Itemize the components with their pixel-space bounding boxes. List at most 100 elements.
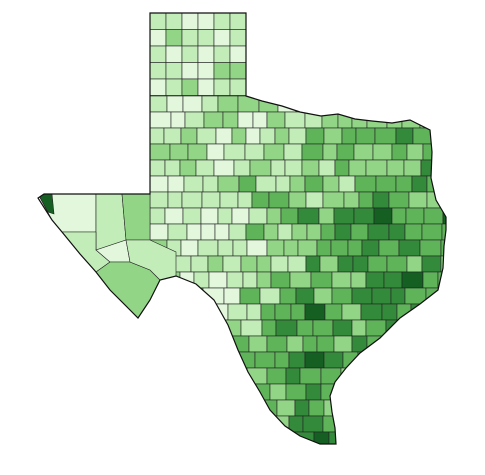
county-region — [222, 255, 242, 273]
county-region — [308, 399, 325, 417]
county-region — [266, 367, 287, 385]
county-region — [149, 159, 166, 177]
county-region — [357, 351, 373, 369]
county-region — [345, 95, 363, 113]
county-region — [231, 207, 250, 225]
county-region — [423, 207, 444, 225]
county-region — [223, 143, 246, 161]
county-region — [301, 159, 320, 177]
county-region — [436, 111, 446, 129]
county-region — [334, 223, 352, 241]
county-region — [339, 415, 358, 433]
county-region — [352, 255, 369, 273]
county-region — [183, 319, 206, 337]
county-region — [277, 223, 293, 241]
county-region — [166, 95, 184, 113]
county-region — [361, 95, 377, 113]
county-region — [389, 351, 411, 369]
county-region — [354, 383, 372, 401]
county-region — [385, 319, 401, 337]
county-region — [275, 319, 298, 337]
county-region — [372, 191, 390, 209]
county-region — [245, 127, 261, 145]
county-region — [256, 255, 272, 273]
county-region — [184, 351, 203, 369]
county-region — [186, 287, 204, 305]
county-region — [341, 127, 357, 145]
county-region — [330, 239, 349, 257]
county-region — [286, 335, 304, 353]
county-region — [339, 383, 356, 401]
county-region — [202, 287, 225, 305]
county-region — [169, 448, 187, 464]
county-region — [149, 45, 167, 63]
county-region — [421, 223, 443, 241]
county-region — [245, 223, 265, 241]
county-region — [259, 287, 281, 305]
county-region — [350, 271, 367, 289]
county-region — [233, 159, 251, 177]
county-region — [355, 127, 376, 145]
county-region — [323, 448, 343, 464]
county-region — [256, 271, 272, 289]
county-region — [239, 287, 261, 305]
county-region — [231, 335, 250, 353]
county-region — [322, 191, 345, 209]
county-region — [201, 95, 219, 113]
county-region — [183, 415, 199, 433]
county-region — [338, 399, 358, 417]
county-region — [289, 271, 312, 289]
county-region — [195, 303, 213, 321]
county-region — [270, 159, 286, 177]
county-region — [439, 415, 446, 433]
county-region — [216, 351, 236, 369]
county-region — [240, 319, 263, 337]
county-region — [448, 176, 464, 192]
county-region — [436, 319, 446, 337]
county-region — [365, 159, 388, 177]
county-region — [246, 303, 262, 321]
county-region — [283, 143, 303, 161]
county-region — [213, 29, 231, 47]
county-region — [395, 175, 413, 193]
county-region — [305, 191, 324, 209]
county-region — [328, 431, 345, 444]
county-region — [426, 399, 446, 417]
county-region — [217, 207, 233, 225]
county-region — [283, 239, 299, 257]
county-region — [306, 223, 322, 241]
county-region — [284, 111, 306, 129]
county-region — [418, 383, 437, 401]
county-region — [296, 319, 314, 337]
county-region — [424, 95, 444, 113]
county-region — [165, 319, 185, 337]
county-region — [313, 287, 333, 305]
county-region — [419, 239, 442, 257]
county-region — [398, 239, 421, 257]
county-region — [149, 383, 165, 401]
county-region — [367, 255, 388, 273]
county-region — [350, 223, 369, 241]
county-region — [149, 191, 169, 209]
county-region — [373, 207, 393, 225]
county-region — [193, 271, 210, 289]
county-region — [334, 159, 350, 177]
county-region — [341, 303, 362, 321]
county-region — [197, 29, 215, 47]
county-region — [149, 223, 169, 241]
county-region — [322, 175, 340, 193]
county-region — [222, 111, 239, 129]
county-region — [378, 239, 400, 257]
county-region — [251, 191, 270, 209]
county-region — [371, 415, 394, 433]
county-region — [388, 223, 406, 241]
county-region — [243, 431, 262, 444]
county-region — [169, 143, 189, 161]
county-region — [423, 415, 441, 433]
county-region — [165, 13, 183, 30]
county-region — [351, 287, 373, 305]
county-region — [405, 207, 425, 225]
county-region — [409, 367, 430, 385]
county-region — [182, 207, 202, 225]
